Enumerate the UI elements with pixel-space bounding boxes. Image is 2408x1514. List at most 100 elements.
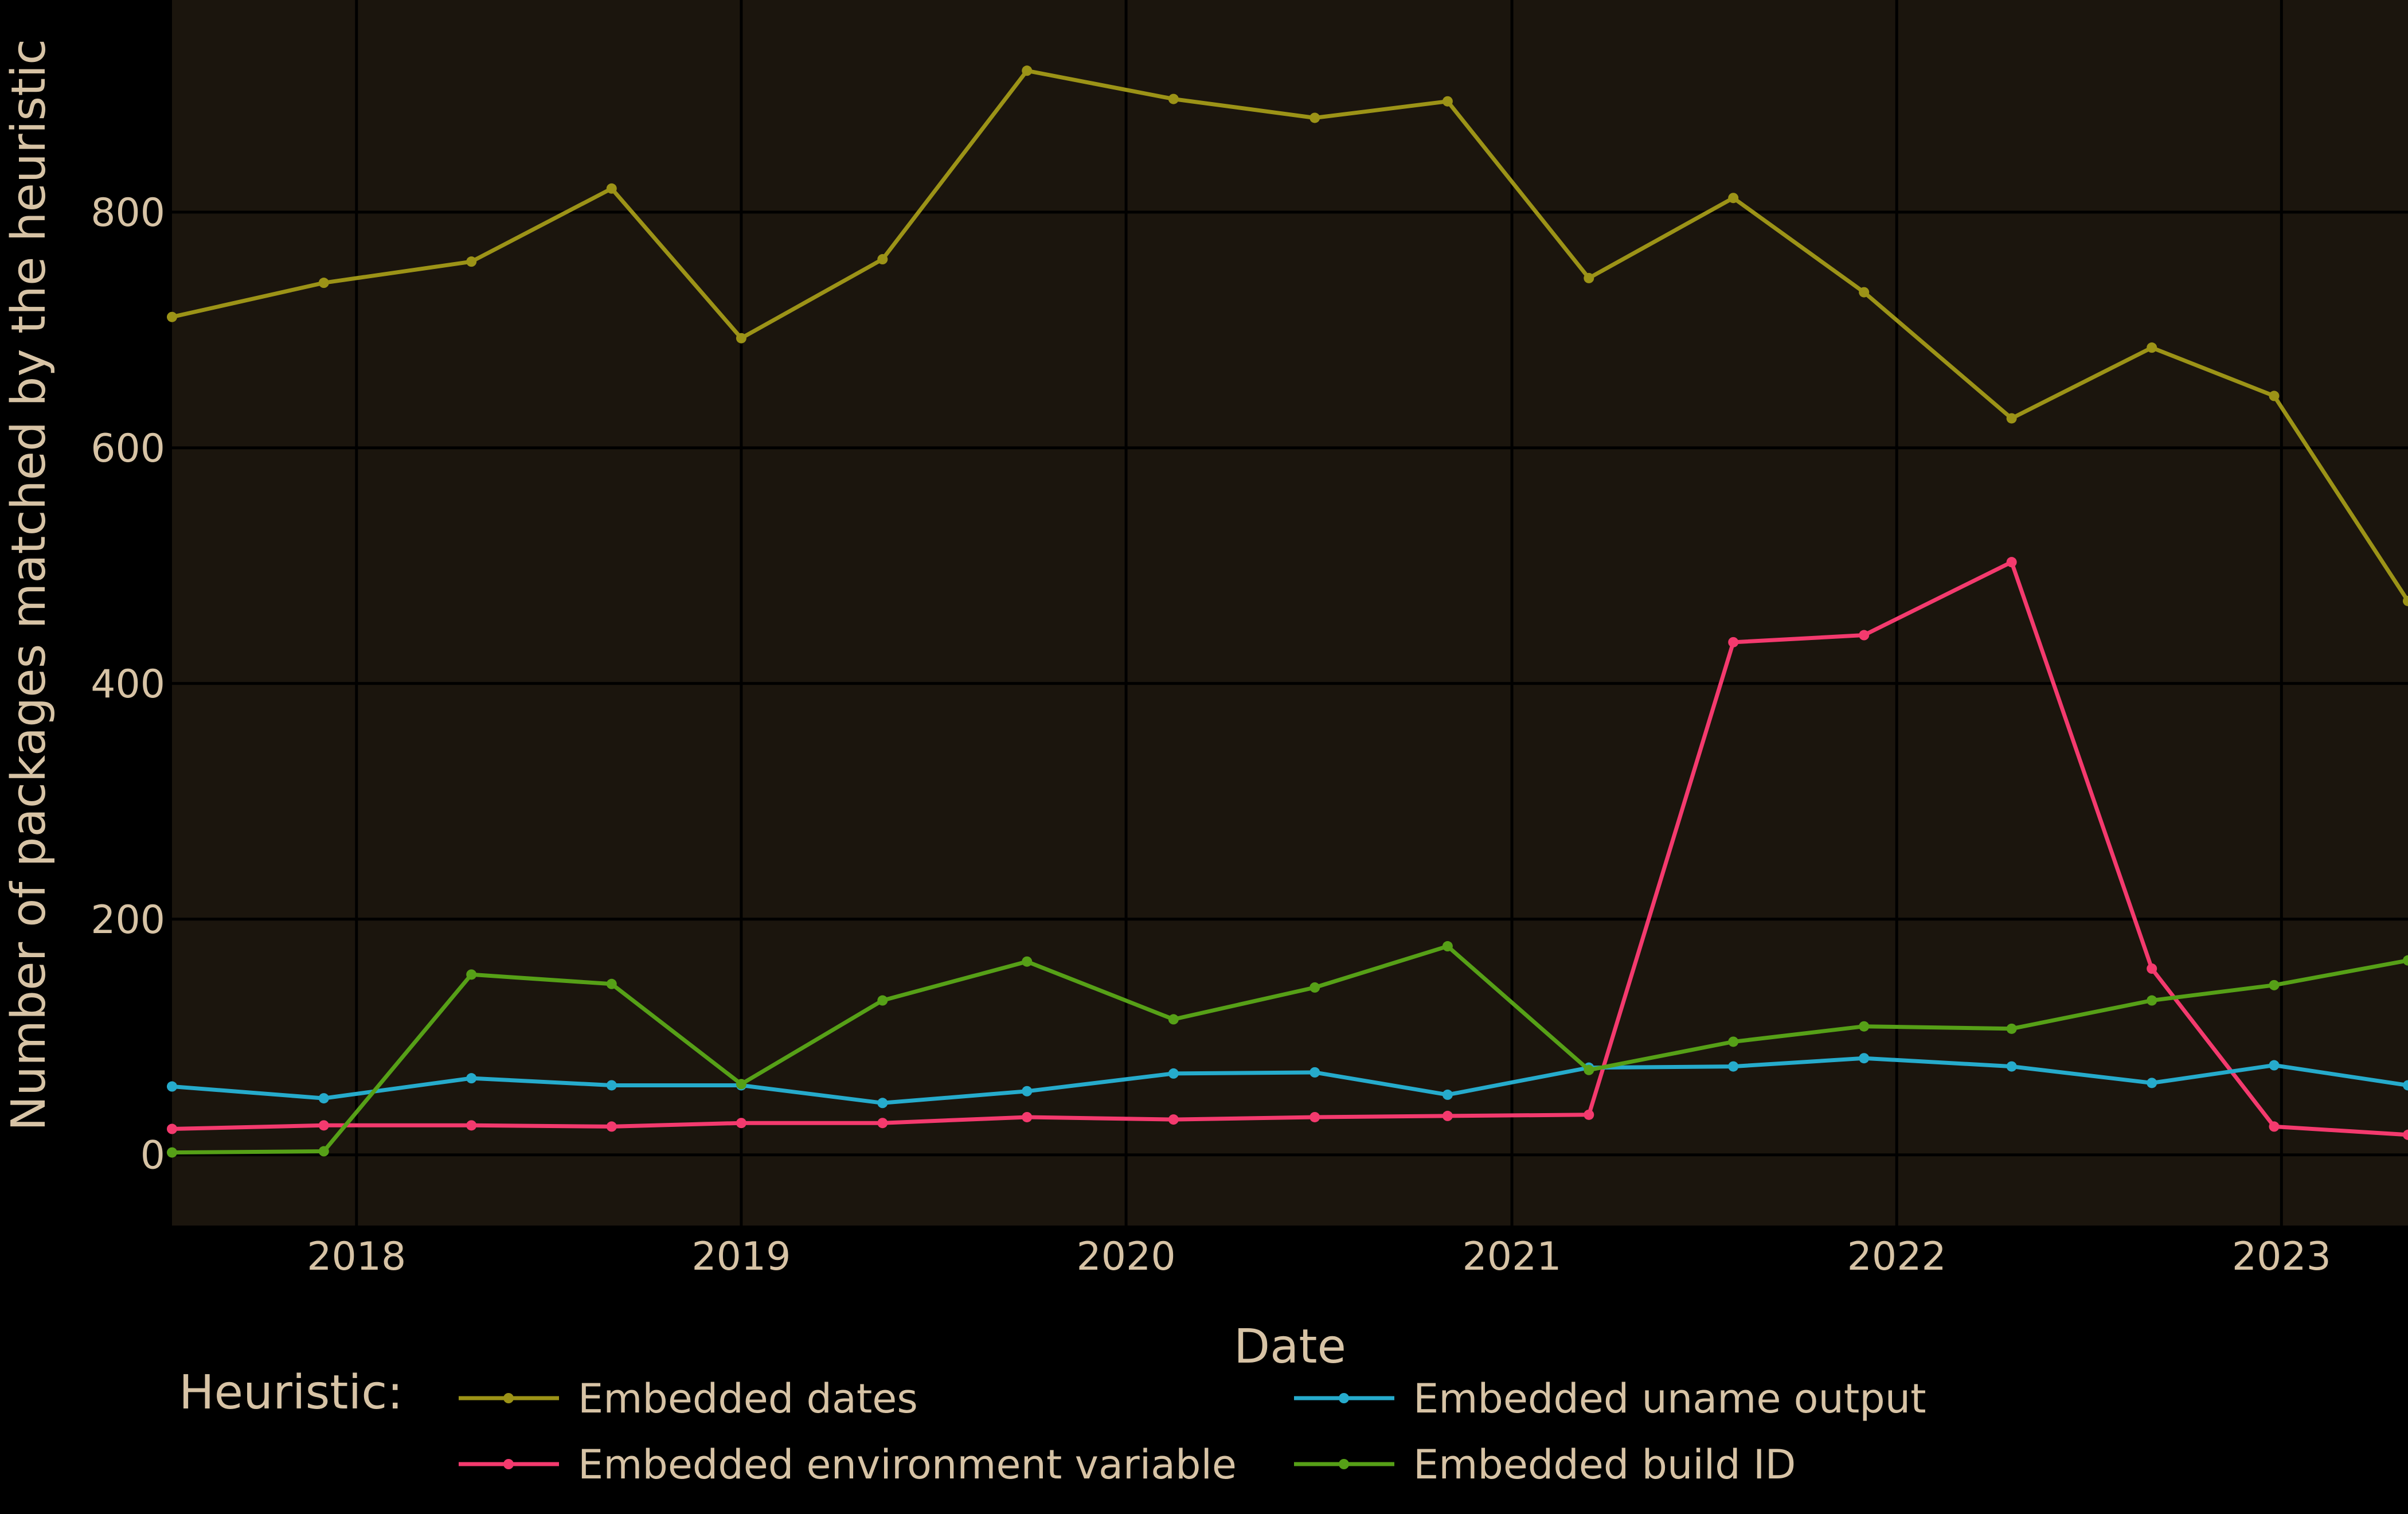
data-point bbox=[1168, 1014, 1179, 1025]
x-tick-label: 2020 bbox=[1077, 1234, 1176, 1279]
data-point bbox=[2006, 1023, 2017, 1034]
series-4 bbox=[167, 941, 2408, 1158]
data-point bbox=[2147, 342, 2157, 353]
data-point bbox=[606, 978, 617, 989]
legend-item-1: Embedded dates bbox=[459, 1375, 918, 1422]
data-point bbox=[2403, 1129, 2408, 1140]
data-point bbox=[2269, 1060, 2280, 1071]
y-tick-label: 200 bbox=[91, 898, 165, 943]
data-point bbox=[466, 256, 477, 267]
data-point bbox=[2269, 391, 2280, 401]
data-point bbox=[466, 1120, 477, 1131]
y-tick-label: 800 bbox=[91, 190, 165, 236]
legend-item-2: Embedded environment variable bbox=[459, 1441, 1237, 1488]
data-point bbox=[2403, 1080, 2408, 1091]
x-axis-ticks: 2018 2019 2020 2021 2022 2023 bbox=[307, 1234, 2331, 1279]
data-point bbox=[318, 1120, 329, 1131]
series-lines bbox=[167, 65, 2408, 1158]
data-point bbox=[1859, 1053, 1870, 1064]
data-point bbox=[1859, 630, 1870, 641]
series-1 bbox=[167, 65, 2408, 606]
data-point bbox=[736, 333, 746, 344]
legend-swatch-dot bbox=[1339, 1393, 1349, 1403]
data-point bbox=[318, 278, 329, 288]
data-point bbox=[1309, 982, 1320, 993]
series-2 bbox=[167, 557, 2408, 1140]
plot-panel bbox=[172, 0, 2408, 1226]
data-point bbox=[2006, 413, 2017, 424]
data-point bbox=[2006, 557, 2017, 568]
data-point bbox=[1022, 1086, 1033, 1097]
data-point bbox=[1442, 1110, 1453, 1121]
data-point bbox=[1728, 637, 1739, 647]
data-point bbox=[877, 995, 888, 1006]
data-point bbox=[2147, 1078, 2157, 1088]
x-tick-label: 2019 bbox=[691, 1234, 791, 1279]
data-point bbox=[466, 969, 477, 980]
legend-swatch-dot bbox=[503, 1459, 514, 1469]
legend-item-3: Embedded uname output bbox=[1294, 1375, 1926, 1422]
data-point bbox=[877, 254, 888, 265]
data-point bbox=[2403, 955, 2408, 966]
data-point bbox=[1442, 96, 1453, 107]
data-point bbox=[1584, 1109, 1594, 1120]
x-tick-label: 2021 bbox=[1463, 1234, 1562, 1279]
legend-item-4: Embedded build ID bbox=[1294, 1441, 1796, 1488]
data-point bbox=[2269, 980, 2280, 990]
data-point bbox=[606, 183, 617, 194]
data-point bbox=[877, 1118, 888, 1129]
gridlines bbox=[172, 0, 2408, 1226]
data-point bbox=[318, 1146, 329, 1157]
data-point bbox=[1168, 1068, 1179, 1079]
data-point bbox=[1309, 1067, 1320, 1078]
y-axis-ticks: 0 200 400 600 800 bbox=[91, 190, 165, 1179]
data-point bbox=[2269, 1121, 2280, 1132]
data-point bbox=[2403, 595, 2408, 606]
legend-title: Heuristic: bbox=[179, 1365, 403, 1420]
legend-label: Embedded build ID bbox=[1413, 1441, 1796, 1488]
x-tick-label: 2023 bbox=[2232, 1234, 2331, 1279]
data-point bbox=[1022, 1111, 1033, 1122]
data-point bbox=[1728, 1036, 1739, 1047]
data-point bbox=[167, 1081, 177, 1092]
data-point bbox=[1442, 1089, 1453, 1100]
data-point bbox=[736, 1118, 746, 1129]
x-tick-label: 2018 bbox=[307, 1234, 406, 1279]
data-point bbox=[1309, 1111, 1320, 1122]
data-point bbox=[1168, 1114, 1179, 1125]
data-point bbox=[318, 1093, 329, 1104]
data-point bbox=[167, 1123, 177, 1134]
legend-swatch-dot bbox=[1339, 1459, 1349, 1469]
data-point bbox=[606, 1121, 617, 1132]
y-tick-label: 400 bbox=[91, 662, 165, 707]
data-point bbox=[1584, 272, 1594, 283]
legend-label: Embedded environment variable bbox=[578, 1441, 1237, 1488]
legend-swatch-dot bbox=[503, 1393, 514, 1403]
data-point bbox=[877, 1098, 888, 1109]
x-axis-title: Date bbox=[1234, 1320, 1346, 1374]
data-point bbox=[2147, 963, 2157, 974]
data-point bbox=[736, 1079, 746, 1090]
data-point bbox=[2006, 1061, 2017, 1072]
y-tick-label: 600 bbox=[91, 426, 165, 471]
data-point bbox=[1022, 65, 1033, 76]
data-point bbox=[1168, 93, 1179, 104]
data-point bbox=[1728, 193, 1739, 204]
data-point bbox=[1309, 112, 1320, 123]
data-point bbox=[1859, 287, 1870, 298]
data-point bbox=[167, 311, 177, 322]
y-axis-title: Number of packages matched by the heuris… bbox=[2, 39, 56, 1131]
data-point bbox=[1584, 1064, 1594, 1075]
data-point bbox=[2147, 995, 2157, 1006]
y-tick-label: 0 bbox=[140, 1133, 165, 1179]
series-3 bbox=[167, 1053, 2408, 1109]
legend-label: Embedded dates bbox=[578, 1375, 918, 1422]
x-tick-label: 2022 bbox=[1847, 1234, 1946, 1279]
data-point bbox=[606, 1080, 617, 1091]
legend-label: Embedded uname output bbox=[1413, 1375, 1926, 1422]
data-point bbox=[1728, 1061, 1739, 1072]
legend: Heuristic: Embedded dates Embedded enviro… bbox=[179, 1365, 1926, 1488]
data-point bbox=[167, 1147, 177, 1158]
data-point bbox=[1442, 941, 1453, 952]
